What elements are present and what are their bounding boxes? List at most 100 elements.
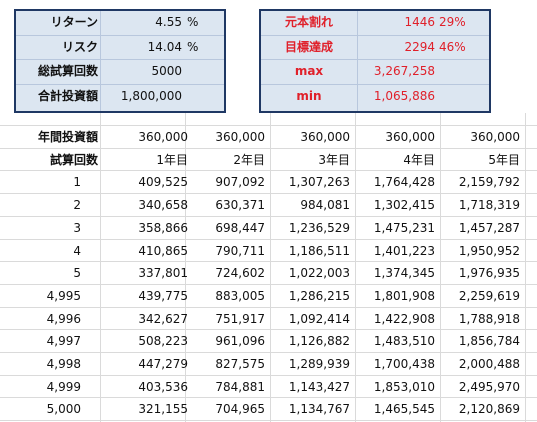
result-percent: 46%: [439, 39, 466, 54]
annual-amount: 360,000: [385, 130, 435, 144]
grid-line: [0, 238, 537, 240]
trial-number: 4,999: [46, 379, 81, 394]
trial-number: 1: [73, 175, 81, 190]
result-cell: 698,447: [215, 220, 265, 235]
result-label: min: [296, 88, 322, 103]
annual-amount: 360,000: [300, 130, 350, 144]
result-cell: 1,801,908: [373, 288, 435, 303]
summary-box: [14, 9, 226, 113]
year-header: 5年目: [488, 152, 520, 167]
box-divider: [261, 83, 489, 85]
trial-number: 5: [73, 266, 81, 281]
trial-number: 4,997: [46, 334, 81, 349]
result-cell: 1,788,918: [458, 311, 520, 326]
trial-number: 5,000: [46, 402, 81, 417]
summary-value: 14.04: [147, 39, 182, 54]
result-label: max: [294, 64, 324, 78]
result-cell: 1,134,767: [288, 402, 350, 417]
trial-number: 4,995: [46, 288, 81, 303]
result-cell: 1,465,545: [373, 402, 435, 417]
result-cell: 827,575: [215, 357, 265, 371]
header-label: 試算回数: [49, 152, 98, 167]
result-cell: 1,475,231: [373, 220, 435, 235]
result-cell: 907,092: [215, 175, 265, 190]
result-cell: 1,143,427: [288, 379, 350, 394]
result-cell: 1,092,414: [288, 311, 350, 326]
result-cell: 724,602: [215, 266, 265, 281]
grid-line: [0, 170, 537, 172]
grid-line: [0, 352, 537, 353]
result-box: [259, 9, 491, 113]
grid-line: [185, 113, 186, 422]
result-cell: 1,307,263: [288, 175, 350, 190]
result-cell: 1,483,510: [373, 334, 435, 349]
summary-label: リターン: [50, 15, 98, 29]
box-divider: [16, 34, 224, 36]
result-cell: 321,155: [138, 402, 188, 417]
box-divider: [16, 59, 224, 60]
grid-line: [0, 329, 537, 331]
grid-line: [0, 283, 537, 285]
result-cell: 337,801: [138, 266, 188, 281]
result-cell: 1,236,529: [288, 220, 350, 235]
result-cell: 358,866: [138, 220, 188, 235]
grid-line: [0, 147, 537, 149]
result-value: 1,065,886: [373, 88, 435, 103]
result-value: 3,267,258: [373, 64, 435, 78]
box-divider: [100, 11, 101, 111]
grid-line: [0, 261, 537, 263]
result-value: 2294: [404, 39, 435, 54]
year-header: 3年目: [318, 152, 350, 167]
result-cell: 2,495,970: [458, 379, 520, 394]
result-cell: 2,259,619: [458, 288, 520, 303]
summary-unit: %: [187, 15, 199, 29]
result-cell: 790,711: [215, 243, 265, 258]
trial-number: 4,998: [46, 357, 81, 371]
result-percent: 29%: [439, 15, 466, 29]
result-cell: 342,627: [138, 311, 188, 326]
result-cell: 704,965: [215, 402, 265, 417]
trial-number: 3: [73, 220, 81, 235]
result-cell: 2,000,488: [458, 357, 520, 371]
result-cell: 1,718,319: [458, 198, 520, 213]
summary-value: 5000: [151, 64, 182, 78]
box-divider: [261, 34, 489, 36]
year-header: 4年目: [403, 152, 435, 167]
result-cell: 1,853,010: [373, 379, 435, 394]
result-cell: 784,881: [215, 379, 265, 394]
result-cell: 439,775: [138, 288, 188, 303]
result-cell: 1,976,935: [458, 266, 520, 281]
result-cell: 1,401,223: [373, 243, 435, 258]
result-cell: 961,096: [215, 334, 265, 349]
grid-line: [270, 113, 271, 422]
grid-line: [0, 374, 537, 376]
result-label: 元本割れ: [284, 15, 333, 29]
result-cell: 984,081: [300, 198, 350, 213]
grid-line: [0, 420, 537, 422]
trial-number: 2: [73, 198, 81, 213]
annual-amount: 360,000: [138, 130, 188, 144]
trial-number: 4: [73, 243, 81, 258]
result-cell: 1,950,952: [458, 243, 520, 258]
result-cell: 1,286,215: [288, 288, 350, 303]
summary-label: 合計投資額: [37, 88, 98, 103]
grid-line: [440, 113, 441, 422]
grid-line: [525, 113, 526, 422]
summary-label: リスク: [61, 39, 98, 54]
result-label: 目標達成: [284, 39, 333, 54]
result-cell: 447,279: [138, 357, 188, 371]
result-cell: 1,289,939: [288, 357, 350, 371]
result-cell: 1,700,438: [373, 357, 435, 371]
year-header: 2年目: [233, 152, 265, 167]
result-cell: 1,126,882: [288, 334, 350, 349]
result-cell: 403,536: [138, 379, 188, 394]
summary-value: 1,800,000: [120, 88, 182, 103]
result-cell: 340,658: [138, 198, 188, 213]
grid-line: [0, 125, 537, 126]
result-cell: 2,120,869: [458, 402, 520, 417]
result-cell: 1,374,345: [373, 266, 435, 281]
grid-line: [100, 113, 101, 422]
result-cell: 409,525: [138, 175, 188, 190]
